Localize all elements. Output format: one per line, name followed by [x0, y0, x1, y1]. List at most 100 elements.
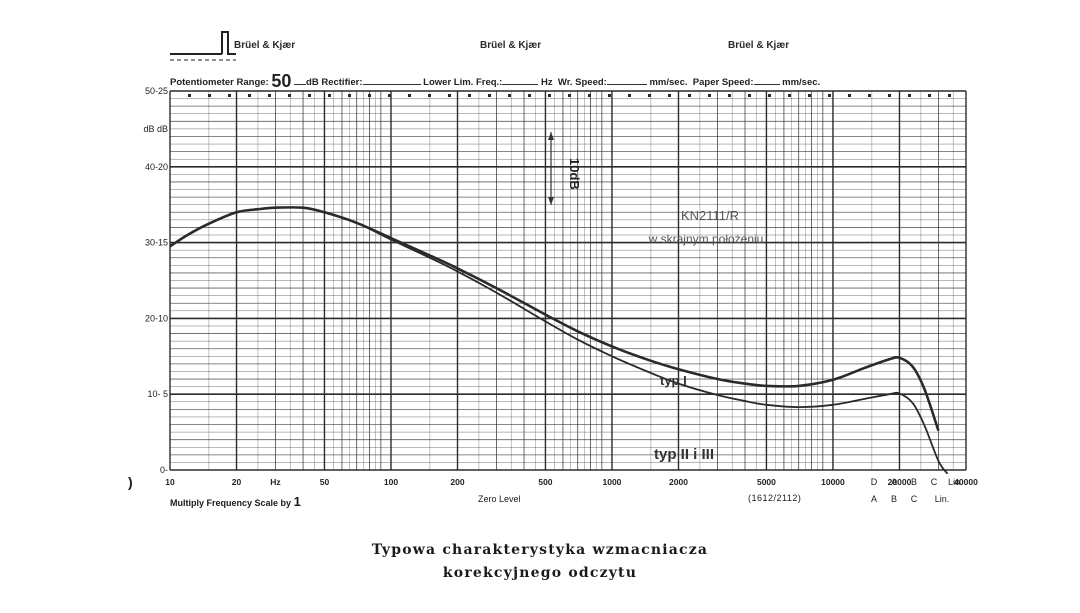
weighting-top-label: Lin	[948, 477, 960, 487]
sprocket-mark	[468, 94, 471, 97]
sprocket-mark	[428, 94, 431, 97]
weighting-top-label: D	[871, 477, 878, 487]
multiply-label: Multiply Frequency Scale by	[170, 498, 292, 508]
sprocket-mark	[748, 94, 751, 97]
brand-left: Brüel & Kjær	[234, 40, 296, 51]
paper-speed-label: Paper Speed:	[692, 77, 754, 88]
sprocket-mark	[328, 94, 331, 97]
multiply-scale: Multiply Frequency Scale by 1	[170, 494, 301, 509]
sprocket-mark	[568, 94, 571, 97]
wr-speed-unit: mm/sec.	[649, 77, 688, 88]
caption-line-1: Typowa charakterystyka wzmacniacza	[371, 542, 709, 558]
brand-right: Brüel & Kjær	[728, 40, 790, 51]
sprocket-mark	[668, 94, 671, 97]
series-line-2	[170, 206, 949, 475]
sprocket-mark	[868, 94, 871, 97]
y-tick-label: 0-	[160, 465, 168, 475]
sprocket-mark	[268, 94, 271, 97]
weighting-top-label: A	[891, 477, 897, 487]
sprocket-mark	[508, 94, 511, 97]
sprocket-mark	[908, 94, 911, 97]
paper-speed-unit: mm/sec.	[782, 77, 821, 88]
weighting-bottom-label: Lin.	[935, 494, 950, 504]
y-tick-label: 20-10	[145, 313, 168, 323]
rectifier-label: Rectifier:	[321, 77, 363, 88]
y-tick-label: 30-15	[145, 238, 168, 248]
sprocket-mark	[208, 94, 211, 97]
sprocket-mark	[848, 94, 851, 97]
x-tick-label: 40000	[954, 477, 978, 487]
caption-line-2: korekcyjnego odczytu	[442, 565, 638, 581]
weighting-top-label: C	[931, 477, 938, 487]
sprocket-mark	[948, 94, 951, 97]
y-tick-label: 10- 5	[147, 389, 168, 399]
series-label-typ1: typ I	[660, 373, 687, 388]
sprocket-mark	[448, 94, 451, 97]
wr-speed-label: Wr. Speed:	[557, 77, 607, 88]
scale-bar-label: 10dB	[567, 158, 582, 190]
series-label-typ23: typ II i III	[654, 446, 714, 463]
sprocket-mark	[788, 94, 791, 97]
sprocket-mark	[488, 94, 491, 97]
model-number: (1612/2112)	[748, 493, 802, 503]
chart-title-a: KN2111/R	[681, 208, 739, 223]
scale-bar-arrow-down	[548, 197, 554, 205]
potentiometer-label: Potentiometer Range:	[170, 77, 269, 88]
y-unit-label: dB dB	[143, 124, 168, 134]
hz-label: Hz	[541, 77, 553, 88]
x-tick-label: 200	[450, 477, 464, 487]
x-tick-label: 100	[384, 477, 398, 487]
weighting-top-label: B	[911, 477, 917, 487]
x-tick-label: 5000	[757, 477, 776, 487]
sprocket-mark	[768, 94, 771, 97]
sprocket-mark	[368, 94, 371, 97]
sprocket-mark	[308, 94, 311, 97]
sprocket-mark	[588, 94, 591, 97]
x-tick-label: 1000	[603, 477, 622, 487]
sprocket-mark	[928, 94, 931, 97]
sprocket-mark	[808, 94, 811, 97]
weighting-bottom-label: A	[871, 494, 877, 504]
x-tick-label: 20	[232, 477, 242, 487]
sprocket-mark	[708, 94, 711, 97]
margin-mark: )	[128, 474, 133, 490]
x-tick-label: 20000	[888, 477, 912, 487]
x-tick-label: 10000	[821, 477, 845, 487]
sprocket-mark	[888, 94, 891, 97]
x-tick-label: 50	[320, 477, 330, 487]
scale-bar-arrow-up	[548, 132, 554, 140]
chart-title-b: w skrajnym położeniu	[648, 232, 764, 246]
sprocket-mark	[188, 94, 191, 97]
weighting-bottom-label: C	[911, 494, 918, 504]
potentiometer-value: 50	[271, 71, 292, 91]
y-tick-label: 40-20	[145, 162, 168, 172]
recorder-settings: Potentiometer Range: 50 dB Rectifier: Lo…	[170, 71, 970, 92]
x-tick-label: 10	[165, 477, 175, 487]
sprocket-mark	[528, 94, 531, 97]
x-tick-label: 500	[538, 477, 552, 487]
weighting-bottom-label: B	[891, 494, 897, 504]
lower-lim-label: Lower Lim. Freq.:	[423, 77, 503, 88]
brand-center: Brüel & Kjær	[480, 40, 542, 51]
sprocket-mark	[828, 94, 831, 97]
sprocket-mark	[388, 94, 391, 97]
sprocket-mark	[248, 94, 251, 97]
sprocket-mark	[628, 94, 631, 97]
x-tick-label: Hz	[270, 477, 280, 487]
x-tick-label: 2000	[669, 477, 688, 487]
sprocket-mark	[408, 94, 411, 97]
multiply-value: 1	[293, 494, 301, 509]
sprocket-mark	[688, 94, 691, 97]
y-tick-label: 50-25	[145, 86, 168, 96]
sprocket-mark	[228, 94, 231, 97]
sprocket-mark	[608, 94, 611, 97]
sprocket-mark	[348, 94, 351, 97]
sprocket-mark	[548, 94, 551, 97]
sprocket-mark	[288, 94, 291, 97]
brand-logo-icon	[170, 31, 236, 61]
sprocket-mark	[728, 94, 731, 97]
sprocket-mark	[648, 94, 651, 97]
db-label: dB	[306, 77, 319, 88]
zero-level-label: Zero Level	[478, 494, 521, 504]
